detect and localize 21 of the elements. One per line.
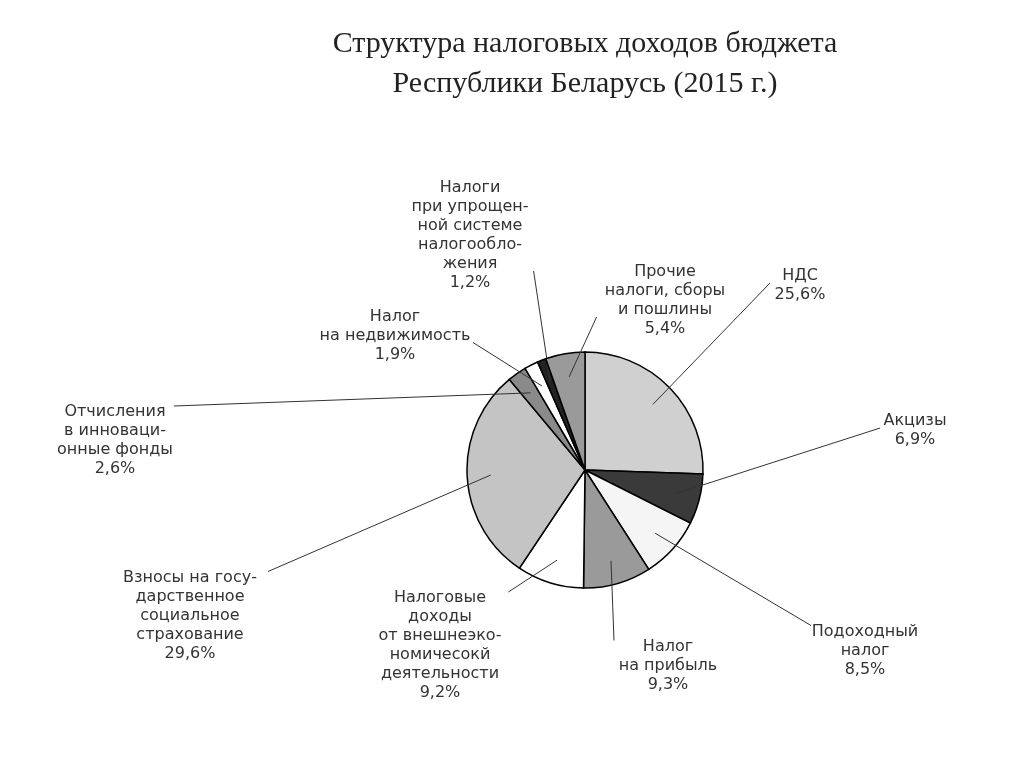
slice-label: Взносы на госу- дарственное социальное страхование <box>123 566 257 643</box>
chart-title: Структура налоговых доходов бюджета Республики Беларусь (2015 г.) <box>332 25 838 99</box>
slice-label: Налог на недвижимость <box>319 305 471 344</box>
data-label: 5,4% <box>644 318 686 338</box>
data-label: 9,3% <box>647 673 689 693</box>
data-label: 2,6% <box>94 458 136 478</box>
data-label: 1,2% <box>449 272 491 292</box>
slice-label: Отчисления в инноваци- онные фонды <box>57 401 173 459</box>
data-label: 8,5% <box>844 658 886 678</box>
data-label: 1,9% <box>374 343 416 363</box>
slice-label: Налоги при упрощен- ной системе налогообло- жения <box>411 177 529 273</box>
data-label: 25,6% <box>774 284 826 304</box>
data-label: 9,2% <box>419 682 461 702</box>
slice-label: Налог на прибыль <box>618 635 718 674</box>
data-label: 29,6% <box>164 642 216 662</box>
slice-label: Прочие налоги, сборы и пошлины <box>604 261 726 319</box>
slice-label: НДС <box>782 265 818 285</box>
slice-label: Подоходный налог <box>811 620 919 659</box>
slice-label: Акцизы <box>883 410 947 430</box>
data-label: 6,9% <box>894 429 936 449</box>
slice-label: Налоговые доходы от внешнеэко- номичесокй деятельности <box>378 587 502 683</box>
